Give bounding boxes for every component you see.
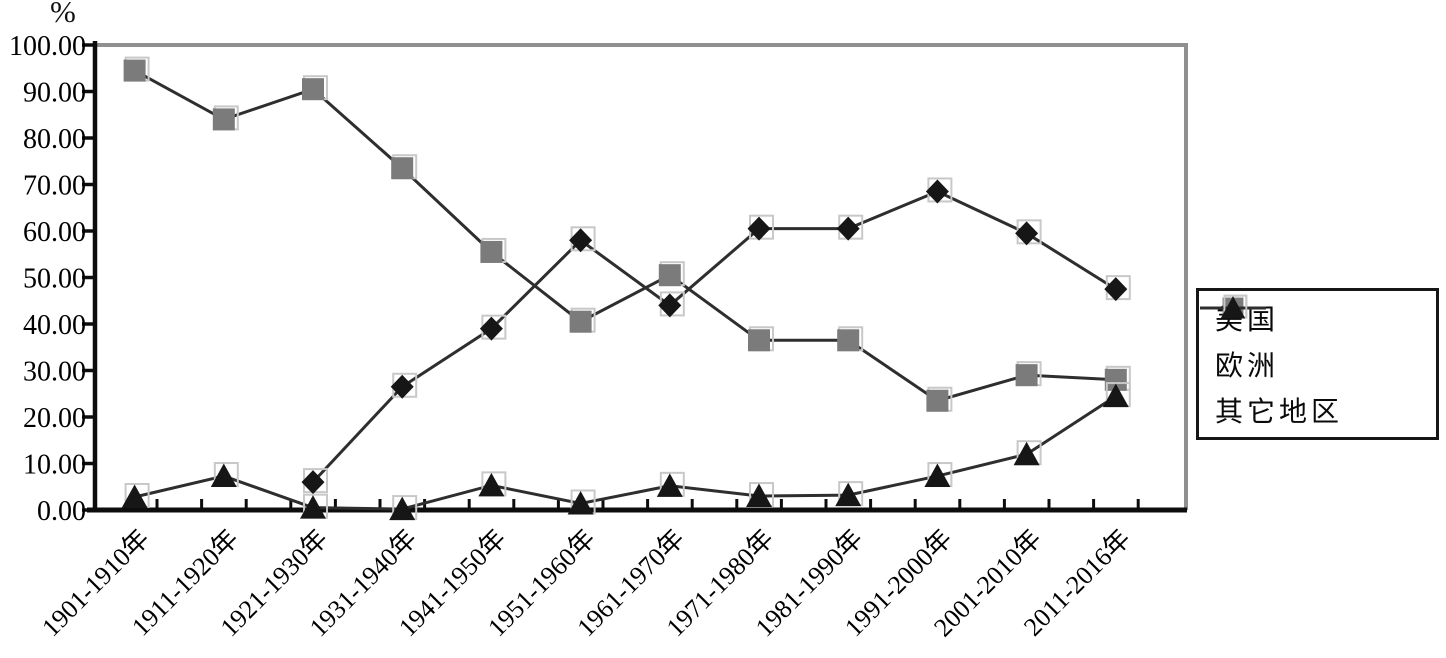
y-axis-tick-label: 60.00 [23, 217, 86, 248]
triangle-marker-icon [656, 473, 683, 497]
triangle-marker-icon [389, 496, 416, 521]
data-point [389, 495, 418, 521]
data-point [210, 462, 239, 488]
triangle-marker-icon [1220, 296, 1246, 319]
diamond-marker-icon [569, 228, 593, 253]
square-marker-icon [212, 108, 235, 131]
legend-item: 其它地区 [1200, 294, 1436, 430]
square-marker-icon [302, 78, 324, 101]
data-point [658, 261, 685, 287]
y-axis-tick-label: 50.00 [23, 264, 86, 295]
y-axis-tick-label: 40.00 [23, 310, 86, 341]
diamond-marker-icon [658, 293, 682, 318]
square-marker-icon [658, 264, 681, 287]
triangle-marker-icon [210, 463, 237, 488]
data-point [746, 482, 774, 508]
diamond-marker-icon [925, 179, 949, 204]
data-point [1102, 382, 1131, 408]
data-point [924, 462, 953, 488]
y-axis-tick-label: 70.00 [23, 171, 86, 202]
data-point [301, 468, 328, 495]
diamond-marker-icon [836, 216, 860, 241]
data-point [1015, 219, 1042, 246]
data-point [479, 314, 507, 341]
legend-key-icon [1200, 294, 1266, 319]
data-point [123, 56, 150, 82]
series-line-triangle [134, 394, 1117, 511]
data-point [658, 291, 685, 318]
series-line-diamond [311, 189, 1117, 484]
series-line-square [133, 69, 1116, 403]
data-point [1015, 361, 1042, 387]
data-point [569, 307, 596, 333]
y-axis-unit-label: % [50, 0, 76, 29]
square-marker-icon [748, 329, 770, 352]
legend-label: 其它地区 [1215, 397, 1344, 428]
square-marker-icon [1104, 368, 1127, 391]
triangle-marker-icon [924, 463, 951, 488]
y-axis-tick-label: 10.00 [23, 450, 86, 481]
legend: 美国 欧洲 其它地区 [1196, 288, 1439, 440]
triangle-marker-icon [746, 483, 772, 508]
data-point [480, 237, 507, 263]
data-point [748, 326, 774, 352]
data-point [212, 105, 239, 131]
legend-item: 欧洲 [1200, 294, 1436, 384]
y-axis-tick-label: 0.00 [37, 496, 86, 527]
triangle-marker-icon [300, 495, 326, 519]
data-point [1013, 440, 1042, 466]
data-point [567, 489, 596, 515]
data-point [925, 177, 953, 204]
square-marker-icon [123, 59, 146, 82]
data-point [837, 326, 864, 352]
y-axis-tick-label: 90.00 [23, 78, 86, 109]
square-marker-icon [1015, 364, 1038, 387]
triangle-marker-icon [835, 482, 862, 507]
diamond-marker-icon [1104, 277, 1128, 302]
legend-label: 欧洲 [1215, 351, 1280, 382]
square-marker-icon [391, 157, 414, 180]
y-axis-tick-label: 100.00 [9, 31, 86, 62]
triangle-marker-icon [1013, 441, 1040, 466]
y-axis-tick-label: 30.00 [23, 357, 86, 388]
data-point [300, 493, 328, 519]
triangle-marker-icon [121, 484, 148, 508]
data-point [391, 154, 418, 180]
data-point [835, 481, 864, 507]
square-marker-icon [926, 389, 949, 412]
data-point [569, 226, 596, 253]
triangle-marker-icon [567, 490, 594, 515]
data-point [1104, 275, 1131, 302]
data-point [390, 372, 418, 399]
triangle-marker-icon [478, 472, 505, 497]
square-marker-icon [569, 310, 592, 333]
square-marker-icon [480, 240, 503, 263]
data-point [302, 75, 328, 101]
diamond-marker-icon [1015, 221, 1039, 246]
diamond-marker-icon [479, 316, 503, 341]
y-axis-tick-label: 20.00 [23, 403, 86, 434]
diamond-marker-icon [390, 374, 414, 399]
data-point [926, 386, 953, 412]
square-marker-icon [837, 329, 860, 352]
y-axis-tick-label: 80.00 [23, 124, 86, 155]
data-point [121, 482, 150, 508]
data-point [836, 214, 864, 241]
data-point [656, 471, 685, 497]
data-point [478, 471, 507, 497]
diamond-marker-icon [747, 216, 771, 241]
triangle-marker-icon [1102, 383, 1129, 408]
data-point [747, 214, 774, 241]
diamond-marker-icon [301, 470, 325, 495]
